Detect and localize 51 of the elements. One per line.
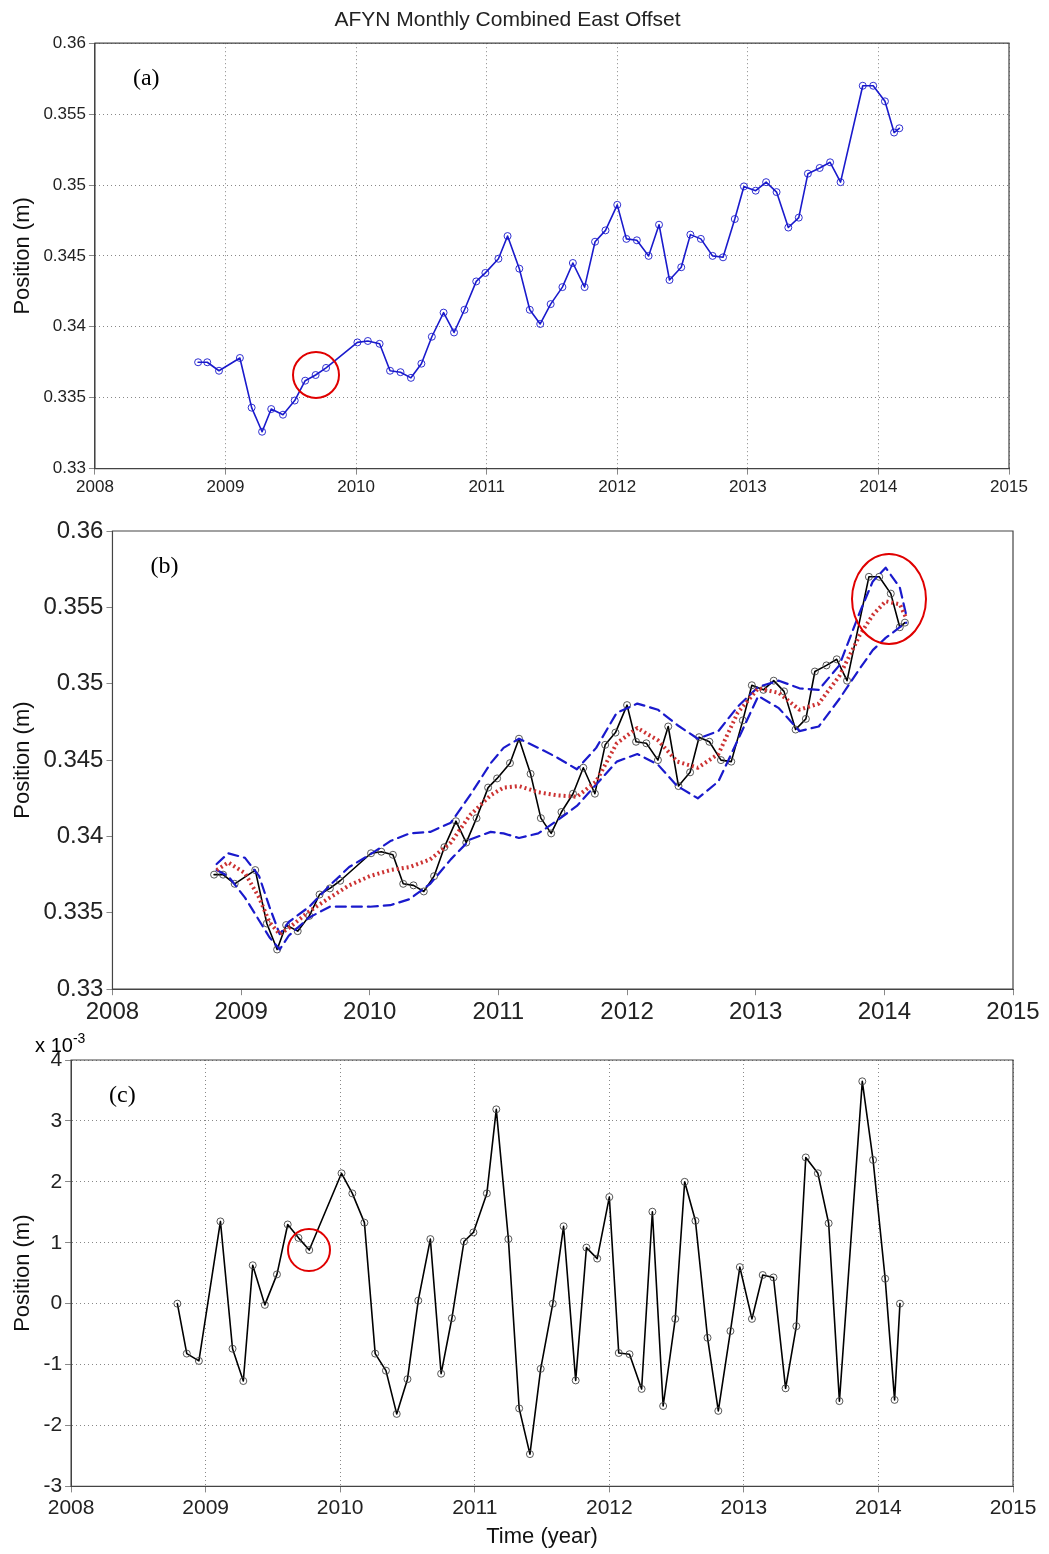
x-tick-label: 2015 [986,997,1040,1025]
y-tick-label: -1 [43,1351,63,1375]
x-tick-label: 2012 [598,477,637,497]
x-tick-label: 2009 [206,477,245,497]
y-tick-label: 0.33 [52,458,86,478]
y-tick-label: 0 [50,1290,63,1314]
x-tick-label: 2013 [720,1494,768,1518]
x-tick-label: 2015 [989,1494,1037,1518]
x-tick-label: 2012 [585,1494,633,1518]
y-tick-label: 0.35 [56,668,104,696]
x-tick-label: 2010 [337,477,376,497]
y-axis-title: Position (m) [9,197,35,315]
x-tick-label: 2014 [855,1494,903,1518]
x-axis-title: Time (year) [486,1522,598,1548]
x-tick-label: 2008 [76,477,114,497]
y-axis-title: Position (m) [9,701,35,819]
y-axis-title: Position (m) [9,1214,35,1332]
annotation: (b) [150,552,179,578]
annotation: (a) [132,64,160,91]
y-tick-label: 0.345 [43,245,86,265]
x-tick-label: 2009 [182,1494,229,1518]
y-tick-label: 0.36 [52,32,86,52]
y-tick-label: 1 [50,1229,63,1253]
y-tick-label: -3 [43,1473,63,1497]
y-tick-label: 0.345 [43,744,104,772]
y-tick-label: 0.36 [56,515,104,543]
y-tick-label: 0.35 [52,174,86,194]
x-tick-label: 2013 [728,477,767,497]
x-tick-label: 2011 [472,997,525,1025]
x-tick-label: 2014 [857,997,912,1025]
y-tick-label: 0.335 [43,897,104,925]
x-tick-label: 2015 [990,477,1028,497]
y-tick-label: 3 [50,1107,63,1131]
annotation: (c) [109,1081,136,1107]
y-tick-label: 0.34 [56,821,104,849]
x-tick-label: 2014 [859,477,898,497]
y-tick-label: 0.355 [43,103,86,123]
y-tick-label: 0.355 [43,591,104,619]
x-tick-label: 2012 [600,997,654,1025]
y-tick-label: 0.335 [43,387,86,407]
y-tick-label: 0.34 [52,316,86,336]
x-tick-label: 2011 [468,477,505,497]
x-tick-label: 2013 [729,997,783,1025]
x-tick-label: 2009 [214,997,268,1025]
y-tick-label: 2 [50,1168,63,1192]
x-tick-label: 2011 [452,1494,498,1518]
x-tick-label: 2010 [343,997,397,1025]
x-tick-label: 2010 [316,1494,364,1518]
x-tick-label: 2008 [47,1494,95,1518]
y-tick-label: -2 [43,1412,63,1436]
chart-title: AFYN Monthly Combined East Offset [334,7,681,31]
